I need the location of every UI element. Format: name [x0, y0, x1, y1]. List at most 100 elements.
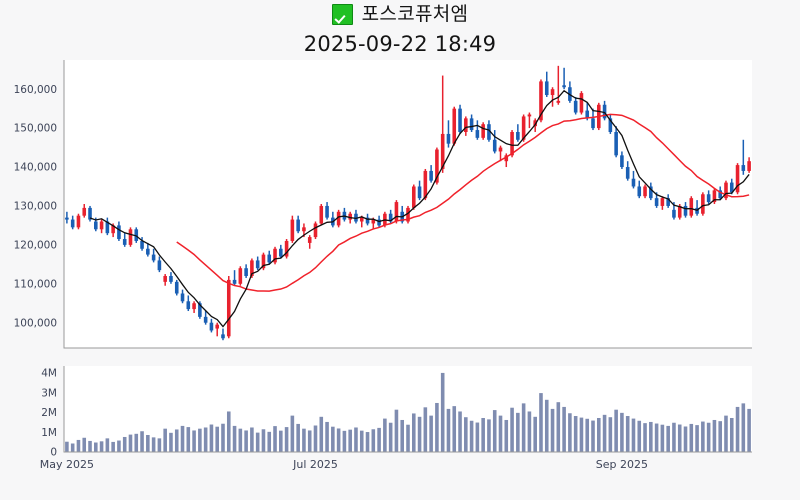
candle-body: [354, 213, 358, 222]
volume-bar: [157, 438, 162, 452]
candle-body: [388, 213, 393, 222]
candle-body: [174, 281, 179, 294]
volume-bar: [354, 427, 358, 452]
volume-bar: [203, 427, 208, 452]
candle-body: [411, 186, 416, 208]
volume-bar: [348, 429, 352, 452]
price-axis-tick-label: 150,000: [14, 123, 57, 135]
title-row: 포스코퓨처엠: [0, 0, 800, 28]
volume-bar: [128, 434, 133, 452]
candle-body: [718, 190, 722, 199]
volume-bar: [307, 430, 312, 452]
moving-average-long-line: [176, 113, 750, 292]
candle-body: [128, 229, 133, 245]
candle-body: [307, 237, 312, 243]
volume-bar: [735, 406, 740, 452]
candle-body: [492, 139, 497, 152]
volume-bar: [377, 427, 381, 452]
price-axis-tick-label: 140,000: [14, 162, 57, 174]
candle-body: [186, 301, 191, 310]
volume-bar: [596, 417, 601, 452]
volume-bar: [585, 418, 590, 452]
candle-body: [88, 207, 92, 220]
candle-body: [302, 227, 306, 232]
volume-bar: [82, 437, 87, 452]
volume-bar: [556, 402, 561, 452]
candle-body: [377, 219, 381, 226]
candle-body: [151, 254, 156, 261]
candle-body: [689, 198, 694, 216]
candle-body: [585, 110, 590, 119]
volume-bar: [186, 427, 191, 452]
volume-bar: [729, 417, 734, 452]
candle-body: [544, 81, 549, 96]
volume-bar: [464, 417, 468, 452]
volume-bar: [215, 426, 220, 452]
volume-bar: [336, 428, 341, 452]
candle-body: [446, 133, 451, 144]
candle-body: [452, 108, 457, 144]
candle-body: [169, 276, 173, 282]
volume-bar: [313, 425, 318, 452]
volume-bar: [614, 409, 618, 452]
volume-bar: [475, 422, 480, 452]
x-axis-tick-label: Jul 2025: [292, 458, 338, 471]
volume-bar: [677, 424, 682, 452]
volume-bar: [649, 421, 653, 452]
volume-bar: [608, 417, 613, 452]
volume-bar: [169, 432, 173, 452]
volume-bar: [88, 440, 92, 452]
volume-bar: [695, 425, 699, 452]
candle-body: [226, 279, 231, 337]
volume-bar: [672, 422, 676, 452]
candle-body: [712, 190, 717, 203]
candle-body: [654, 198, 659, 206]
candle-body: [325, 205, 329, 218]
volume-bar: [76, 439, 81, 452]
volume-bar: [568, 413, 572, 452]
candle-body: [273, 248, 277, 263]
candle-body: [637, 186, 642, 197]
price-axis-tick-label: 130,000: [14, 201, 57, 213]
candle-body: [279, 248, 283, 257]
candle-body: [550, 89, 555, 96]
candle-body: [365, 217, 370, 224]
volume-bar: [232, 425, 237, 452]
volume-bar: [504, 419, 509, 452]
volume-bar: [290, 415, 295, 452]
candle-body: [729, 182, 734, 193]
volume-bar: [134, 433, 139, 452]
candle-body: [146, 248, 150, 255]
candle-body: [521, 116, 526, 140]
candle-body: [359, 217, 364, 222]
candle-body: [94, 221, 98, 230]
candle-body: [406, 207, 410, 222]
candle-body: [660, 198, 665, 206]
candle-body: [533, 120, 537, 127]
candle-body: [562, 85, 566, 88]
volume-bar: [539, 393, 543, 452]
volume-bar: [365, 432, 370, 452]
volume-bar: [383, 418, 387, 452]
candle-body: [284, 240, 289, 257]
candle-body: [539, 81, 543, 121]
volume-bar: [250, 427, 254, 452]
volume-bar: [192, 430, 196, 452]
candle-body: [250, 260, 254, 276]
candle-body: [163, 276, 167, 282]
candle-body: [111, 225, 115, 234]
volume-bar: [261, 429, 266, 452]
candle-body: [498, 147, 503, 152]
volume-bar: [151, 437, 156, 452]
volume-bar: [481, 417, 485, 452]
candle-body: [394, 202, 399, 222]
volume-bar: [423, 407, 428, 452]
volume-bar: [122, 436, 127, 452]
candle-body: [556, 100, 561, 103]
candle-body: [458, 108, 462, 132]
volume-bar: [296, 423, 300, 452]
candle-body: [591, 118, 595, 129]
candle-body: [724, 182, 728, 199]
candle-body: [215, 324, 220, 329]
volume-bar: [562, 406, 566, 452]
